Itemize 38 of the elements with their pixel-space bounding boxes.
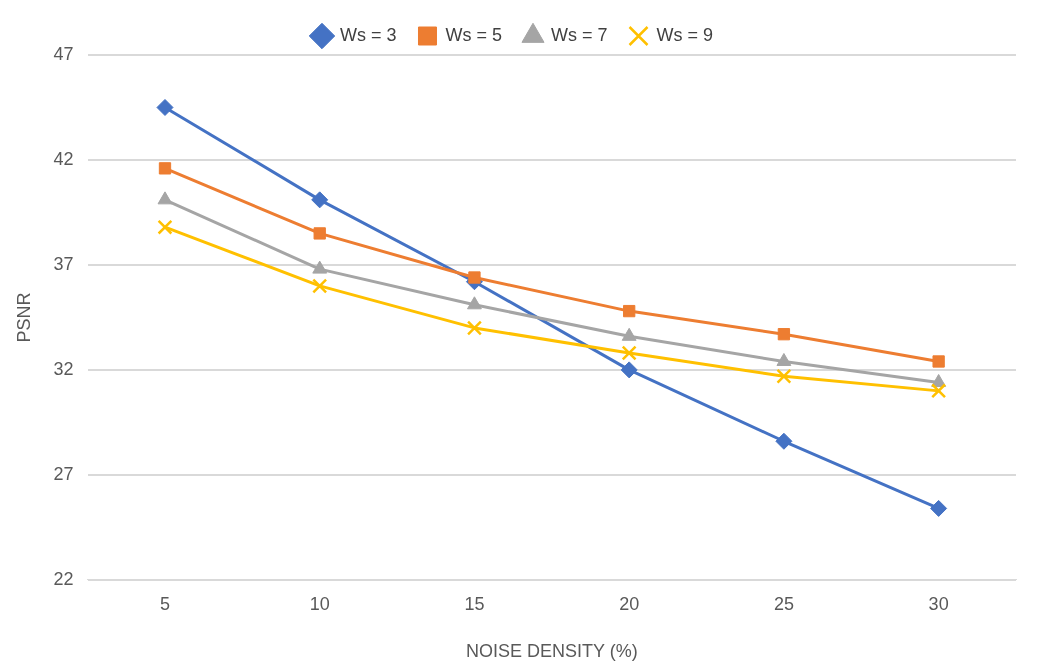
x-axis-title: NOISE DENSITY (%) — [465, 641, 638, 662]
point — [930, 499, 948, 517]
x-tick-label: 30 — [928, 593, 949, 614]
x-tick-label: 5 — [159, 593, 170, 614]
y-tick-label: 27 — [53, 463, 74, 484]
point — [157, 191, 173, 205]
legend-label: Ws = 7 — [551, 24, 608, 45]
point — [777, 328, 791, 341]
y-tick-label: 32 — [53, 358, 74, 379]
x-tick-label: 10 — [309, 593, 330, 614]
y-tick-label: 22 — [53, 568, 74, 589]
point — [621, 345, 637, 361]
point — [466, 320, 483, 336]
y-tick-label: 37 — [53, 253, 74, 274]
point — [623, 304, 636, 318]
legend-label: Ws = 9 — [656, 24, 714, 45]
point — [312, 260, 328, 274]
point — [312, 278, 328, 294]
point — [776, 368, 792, 384]
x-tick-label: 15 — [464, 593, 485, 614]
point — [158, 162, 172, 175]
legend-label: Ws = 3 — [339, 24, 397, 45]
legend-label: Ws = 5 — [445, 24, 502, 45]
point — [931, 383, 947, 399]
y-axis-title: PSNR — [13, 292, 34, 343]
point — [156, 98, 174, 116]
point — [467, 296, 482, 310]
point — [775, 432, 793, 450]
point — [932, 355, 945, 368]
x-tick-label: 25 — [773, 593, 794, 614]
x-tick-label: 20 — [619, 593, 640, 614]
y-tick-label: 42 — [53, 148, 74, 169]
point — [468, 271, 481, 284]
point — [157, 219, 173, 235]
point — [620, 361, 638, 379]
point — [311, 191, 329, 209]
y-tick-label: 47 — [53, 43, 74, 64]
point — [313, 227, 326, 240]
